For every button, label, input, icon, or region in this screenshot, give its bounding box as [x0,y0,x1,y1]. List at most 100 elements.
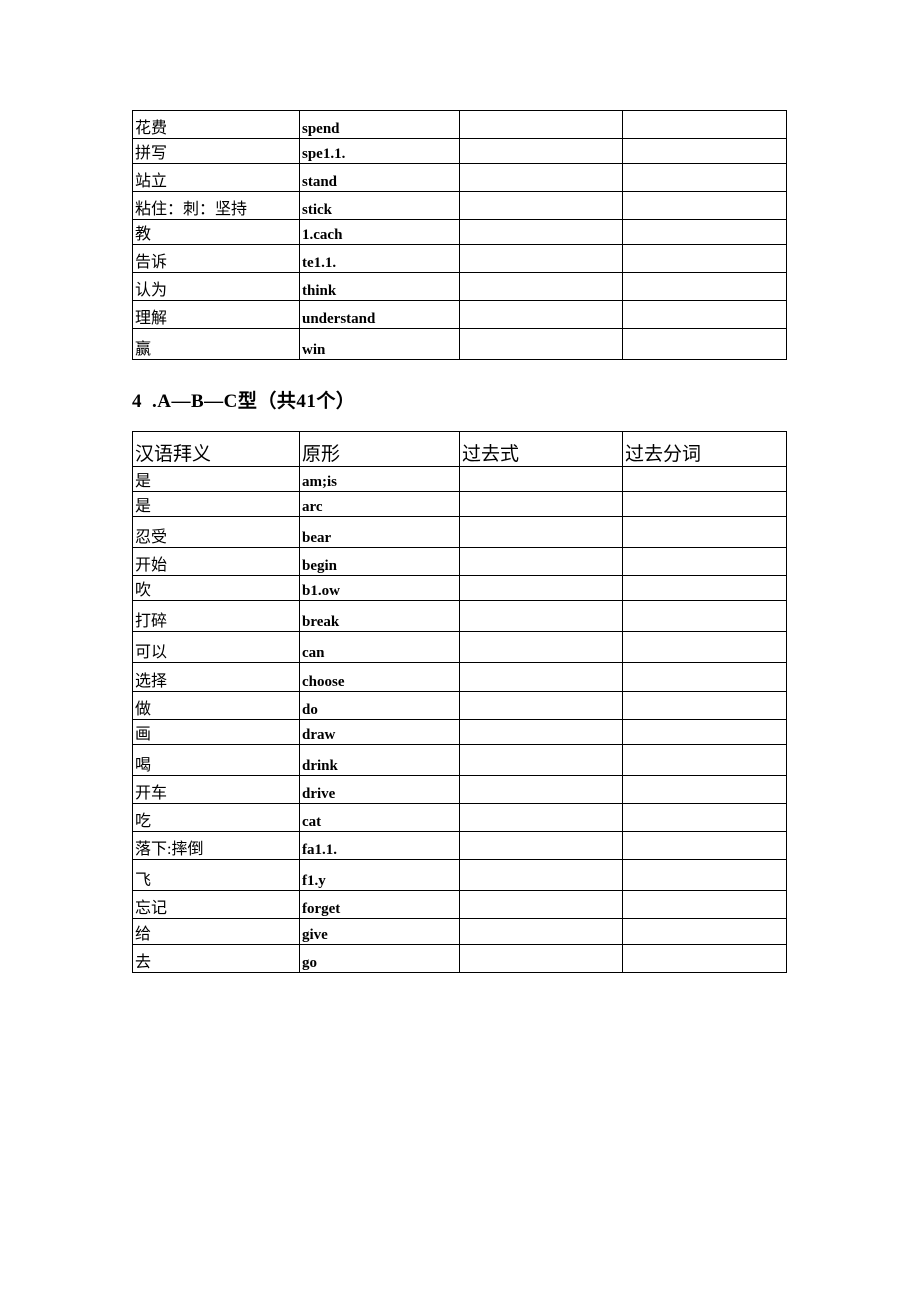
cn-text: 认为 [135,282,167,299]
cell-base: drive [300,776,460,804]
cn-text: 花费 [135,120,167,137]
en-text: give [302,927,328,943]
table-row: 赢win [133,329,787,360]
cell-past [460,919,623,945]
cell-meaning: 开车 [133,776,300,804]
cell-meaning: 打碎 [133,601,300,632]
cell-participle [623,804,787,832]
cell-base: do [300,692,460,720]
cn-text: 做 [135,701,151,718]
cell-meaning: 可以 [133,632,300,663]
cell-past [460,329,623,360]
cell-base: te1.1. [300,245,460,273]
cell-past [460,139,623,164]
cell-participle [623,663,787,692]
cell-base: break [300,601,460,632]
table-row: 忘记forget [133,891,787,919]
en-text: f1.y [302,873,326,889]
cell-base: think [300,273,460,301]
table-row: 落下:摔倒fa1.1. [133,832,787,860]
cell-participle [623,832,787,860]
cell-meaning: 吃 [133,804,300,832]
en-text: stand [302,174,337,190]
cell-participle [623,139,787,164]
cn-text: 画 [135,726,151,743]
cell-past [460,467,623,492]
en-text: understand [302,311,375,327]
cell-participle [623,632,787,663]
cell-past [460,492,623,517]
cell-participle [623,945,787,973]
cell-base: stand [300,164,460,192]
en-text: stick [302,202,332,218]
cell-meaning: 画 [133,720,300,745]
cn-text: 忘记 [135,900,167,917]
verb-table-abc: 汉语拜义 原形 过去式 过去分词 是am;is是arc忍受bear开始begin… [132,431,787,973]
col-header-participle: 过去分词 [623,432,787,467]
cn-text: 理解 [135,310,167,327]
cell-base: begin [300,548,460,576]
cell-past [460,891,623,919]
cell-participle [623,111,787,139]
cell-base: f1.y [300,860,460,891]
cn-text: 拼写 [135,145,167,162]
en-text: arc [302,499,323,515]
cell-participle [623,776,787,804]
cell-participle [623,601,787,632]
cell-meaning: 粘住：刺：坚持 [133,192,300,220]
cell-past [460,860,623,891]
cell-meaning: 喝 [133,745,300,776]
table-row: 吹 b1.ow [133,576,787,601]
cell-participle [623,245,787,273]
cn-text: 赢 [135,341,151,358]
cn-text: 粘住：刺：坚持 [135,201,247,218]
cn-text: 忍受 [135,529,167,546]
section-heading: 4.A—B—C型（共41个） [132,386,788,413]
cell-participle [623,517,787,548]
cell-meaning: 认为 [133,273,300,301]
cell-meaning: 拼写 [133,139,300,164]
cell-past [460,776,623,804]
cell-meaning: 忍受 [133,517,300,548]
col-header-past: 过去式 [460,432,623,467]
en-text: do [302,702,318,718]
table-row: 忍受 bear [133,517,787,548]
cell-past [460,517,623,548]
cell-meaning: 是 [133,492,300,517]
cn-text: 开始 [135,557,167,574]
cell-past [460,832,623,860]
cn-text: 告诉 [135,254,167,271]
en-text: choose [302,674,345,690]
cell-base: bear [300,517,460,548]
cell-meaning: 飞 [133,860,300,891]
table-row: 去go [133,945,787,973]
cn-text: 吹 [135,582,151,599]
cell-meaning: 告诉 [133,245,300,273]
cell-past [460,576,623,601]
cell-base: 1.cach [300,220,460,245]
cell-meaning: 是 [133,467,300,492]
cell-meaning: 落下:摔倒 [133,832,300,860]
table-row: 做 do [133,692,787,720]
en-text: te1.1. [302,255,336,271]
cell-participle [623,692,787,720]
cn-text: 吃 [135,813,151,830]
en-text: think [302,283,336,299]
en-text: begin [302,558,337,574]
cell-meaning: 忘记 [133,891,300,919]
cell-past [460,745,623,776]
cell-past [460,273,623,301]
cell-meaning: 教 [133,220,300,245]
cell-base: cat [300,804,460,832]
cell-participle [623,891,787,919]
table-row: 教 1.cach [133,220,787,245]
cell-past [460,945,623,973]
cell-base: b1.ow [300,576,460,601]
heading-number: 4 [132,391,142,412]
table-row: 粘住：刺：坚持 stick [133,192,787,220]
cell-past [460,804,623,832]
cn-text: 打碎 [135,613,167,630]
table-row: 给give [133,919,787,945]
cn-text: 教 [135,226,151,243]
table-row: 是arc [133,492,787,517]
